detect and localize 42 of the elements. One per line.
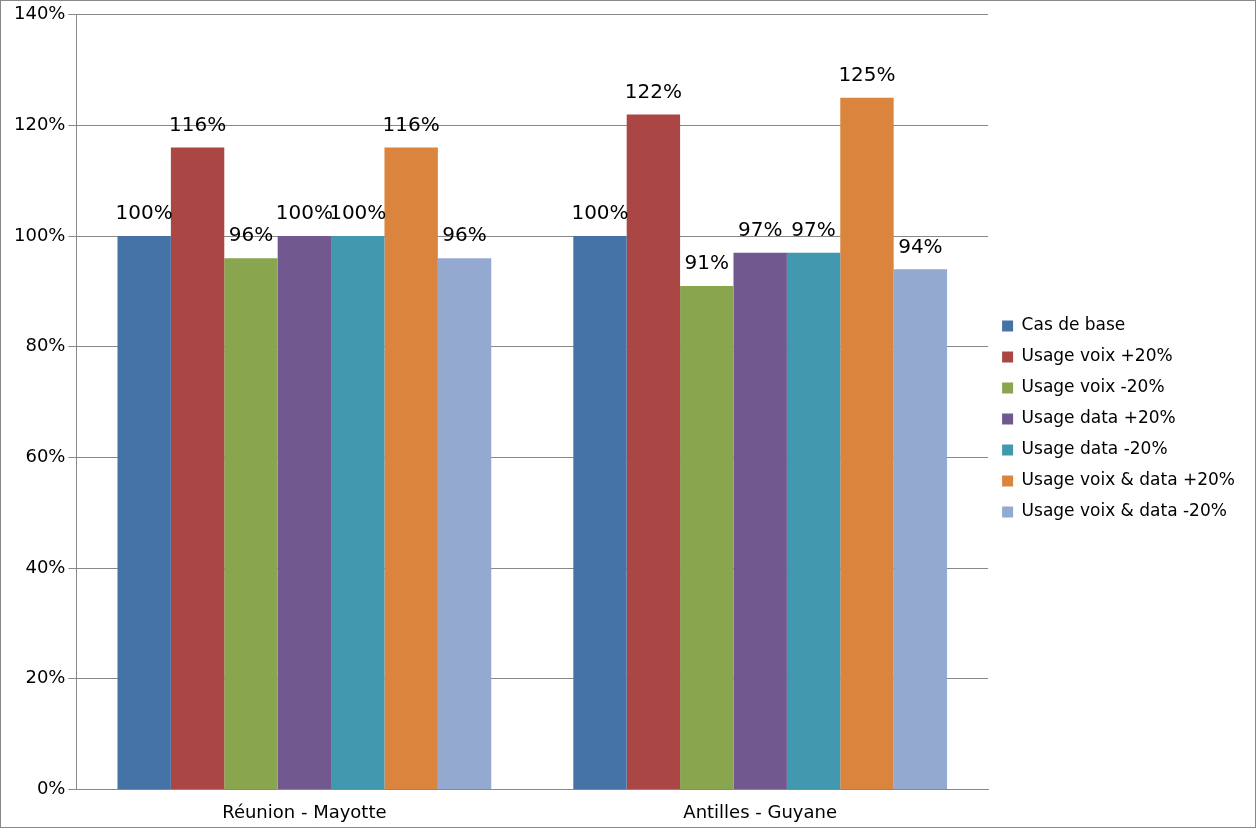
legend-label: Usage voix -20% xyxy=(1021,376,1165,397)
y-tick-label: 0% xyxy=(36,777,66,799)
bar xyxy=(840,97,894,789)
bar xyxy=(117,236,171,789)
legend-label: Usage data +20% xyxy=(1021,407,1176,428)
bar xyxy=(733,252,787,789)
y-tick-label: 80% xyxy=(25,334,66,356)
bar xyxy=(437,258,492,789)
data-label: 97% xyxy=(791,216,836,241)
legend-label: Cas de base xyxy=(1021,314,1126,335)
bar xyxy=(384,147,438,789)
data-label: 96% xyxy=(442,222,487,247)
data-label: 116% xyxy=(168,111,227,136)
bar xyxy=(277,236,332,789)
legend-label: Usage voix & data +20% xyxy=(1021,469,1235,490)
bar xyxy=(224,258,278,789)
data-label: 100% xyxy=(275,200,333,225)
data-label: 116% xyxy=(382,111,440,136)
bar xyxy=(331,236,385,789)
bar xyxy=(626,114,681,789)
data-label: 97% xyxy=(737,216,783,241)
data-label: 94% xyxy=(898,233,943,258)
y-tick-label: 20% xyxy=(25,666,66,688)
bar xyxy=(573,236,627,789)
data-label: 122% xyxy=(624,78,682,103)
bar xyxy=(786,252,841,789)
y-tick-label: 100% xyxy=(13,223,66,245)
bar xyxy=(170,147,225,789)
data-label: 91% xyxy=(684,250,730,275)
bar xyxy=(893,269,948,789)
y-tick-label: 140% xyxy=(13,2,66,24)
legend-label: Usage voix +20% xyxy=(1021,345,1173,366)
bar xyxy=(680,285,734,789)
x-tick-label: Réunion - Mayotte xyxy=(222,800,387,822)
x-tick-label: Antilles - Guyane xyxy=(683,800,838,822)
data-label: 96% xyxy=(228,222,274,247)
y-tick-label: 60% xyxy=(25,445,66,467)
data-label: 125% xyxy=(838,62,896,86)
legend-label: Usage data -20% xyxy=(1021,438,1168,459)
legend-label: Usage voix & data -20% xyxy=(1021,500,1227,521)
y-tick-label: 120% xyxy=(13,113,66,135)
y-tick-label: 40% xyxy=(25,555,66,577)
